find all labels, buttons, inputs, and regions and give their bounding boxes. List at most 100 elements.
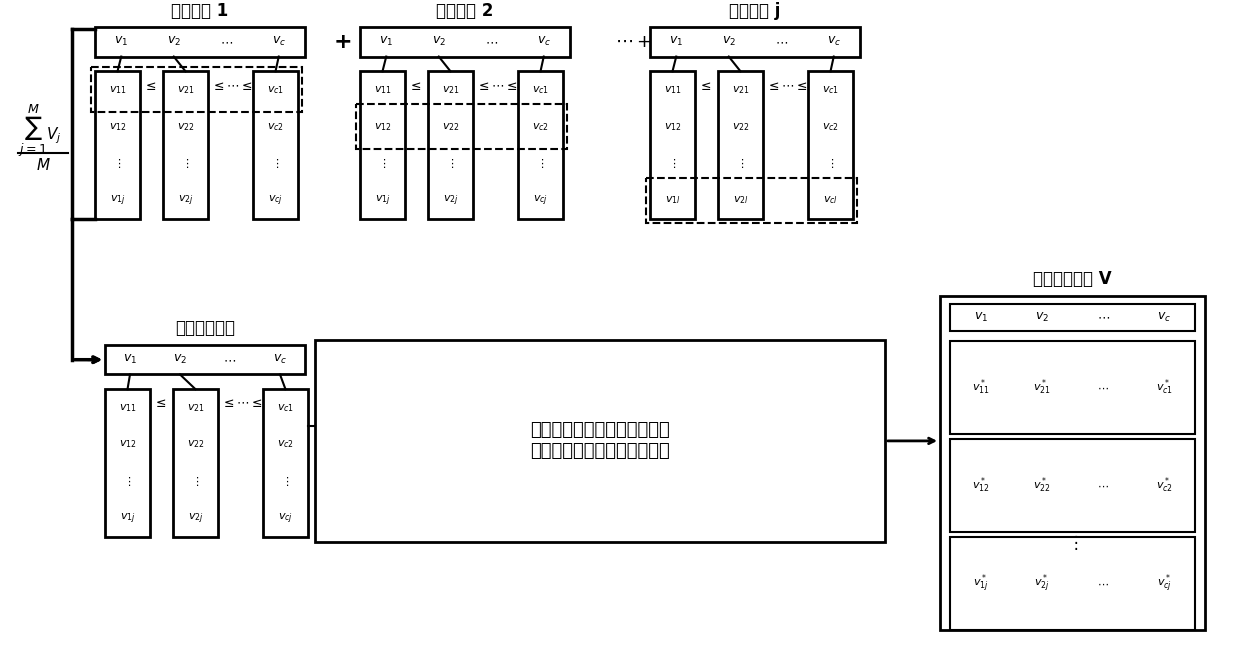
Text: $v_{1j}$: $v_{1j}$ — [374, 193, 391, 208]
Bar — [174, 389, 218, 537]
Text: $\leq\cdots\leq$: $\leq\cdots\leq$ — [221, 398, 263, 411]
Text: $\vdots$: $\vdots$ — [668, 157, 677, 170]
Text: $\vdots$: $\vdots$ — [191, 475, 200, 488]
Text: $V_j$: $V_j$ — [46, 125, 61, 146]
Text: $v_{2j}$: $v_{2j}$ — [443, 193, 459, 208]
Text: $v_{cj}$: $v_{cj}$ — [278, 511, 293, 526]
Text: $v_{2j}^*$: $v_{2j}^*$ — [1034, 573, 1050, 595]
Bar — [950, 304, 1195, 331]
Text: $\vdots$: $\vdots$ — [181, 157, 190, 170]
Text: $v_{21}$: $v_{21}$ — [186, 402, 205, 413]
Text: $v_{11}^*$: $v_{11}^*$ — [972, 378, 990, 398]
Text: $v_1$: $v_1$ — [973, 311, 988, 324]
Bar — [808, 71, 853, 219]
Text: $\vdots$: $\vdots$ — [272, 157, 279, 170]
Text: $v_{12}^*$: $v_{12}^*$ — [972, 476, 990, 496]
Text: $v_2$: $v_2$ — [174, 353, 187, 366]
Bar — [428, 71, 472, 219]
Text: $v_{11}$: $v_{11}$ — [373, 84, 392, 96]
Text: $v_c$: $v_c$ — [273, 353, 286, 366]
Text: $v_{22}$: $v_{22}$ — [187, 439, 205, 451]
Text: $\leq\cdots\leq$: $\leq\cdots\leq$ — [211, 80, 253, 93]
Text: 排列特征 1: 排列特征 1 — [171, 2, 228, 20]
Text: $v_2$: $v_2$ — [1035, 311, 1049, 324]
Text: $v_{c2}^*$: $v_{c2}^*$ — [1156, 476, 1173, 496]
Text: $v_{2l}$: $v_{2l}$ — [733, 195, 748, 206]
Bar — [315, 340, 885, 542]
Text: $\cdots$: $\cdots$ — [1097, 481, 1109, 490]
Text: $v_{12}$: $v_{12}$ — [119, 439, 136, 451]
Text: $\cdots$: $\cdots$ — [775, 35, 787, 48]
Bar — [646, 178, 857, 223]
Text: $v_{cj}$: $v_{cj}$ — [268, 193, 283, 208]
Text: $\vdots$: $\vdots$ — [113, 157, 122, 170]
Text: $v_{c2}$: $v_{c2}$ — [277, 439, 294, 451]
Text: $v_1$: $v_1$ — [123, 353, 138, 366]
Text: $v_{21}$: $v_{21}$ — [176, 84, 195, 96]
Text: $v_2$: $v_2$ — [432, 35, 445, 48]
Text: $\vdots$: $\vdots$ — [1066, 533, 1078, 552]
Text: $v_c$: $v_c$ — [827, 35, 841, 48]
Bar — [718, 71, 763, 219]
Text: $\vdots$: $\vdots$ — [124, 475, 131, 488]
Bar — [940, 296, 1205, 630]
Text: $v_{22}$: $v_{22}$ — [732, 121, 749, 133]
Text: $\cdots$: $\cdots$ — [1097, 383, 1109, 392]
Text: $v_{11}$: $v_{11}$ — [119, 402, 136, 413]
Text: $\sum_{j=1}^{M}$: $\sum_{j=1}^{M}$ — [19, 102, 47, 159]
Text: $\vdots$: $\vdots$ — [446, 157, 455, 170]
Text: $v_{c2}$: $v_{c2}$ — [267, 121, 284, 133]
Text: $v_c$: $v_c$ — [272, 35, 285, 48]
Text: $v_c$: $v_c$ — [1157, 311, 1172, 324]
Text: $v_{12}$: $v_{12}$ — [663, 121, 681, 133]
Text: 将对应特征的聚类中心向量按
参考聚类中心的顺序规则排列: 将对应特征的聚类中心向量按 参考聚类中心的顺序规则排列 — [531, 421, 670, 460]
Text: $v_1$: $v_1$ — [114, 35, 128, 48]
Text: $v_{c2}$: $v_{c2}$ — [532, 121, 549, 133]
Text: $v_{c1}$: $v_{c1}$ — [277, 402, 294, 413]
Text: $v_{1j}$: $v_{1j}$ — [109, 193, 125, 208]
Text: $v_{c1}$: $v_{c1}$ — [822, 84, 839, 96]
Bar — [95, 27, 305, 57]
Text: $v_{1l}$: $v_{1l}$ — [665, 195, 681, 206]
Bar — [356, 104, 567, 149]
Text: 参考聚类中心: 参考聚类中心 — [175, 319, 236, 337]
Text: 排列特征 j: 排列特征 j — [729, 2, 781, 20]
Bar — [650, 71, 694, 219]
Text: $v_1$: $v_1$ — [670, 35, 683, 48]
Bar — [950, 537, 1195, 630]
Text: $v_2$: $v_2$ — [166, 35, 181, 48]
Bar — [360, 27, 570, 57]
Text: $\vdots$: $\vdots$ — [737, 157, 744, 170]
Text: $v_{22}^*$: $v_{22}^*$ — [1033, 476, 1050, 496]
Text: $v_2$: $v_2$ — [722, 35, 735, 48]
Text: $\cdots$: $\cdots$ — [223, 353, 237, 366]
Text: $v_{1j}^*$: $v_{1j}^*$ — [973, 573, 988, 595]
Bar — [950, 341, 1195, 434]
Text: $v_1$: $v_1$ — [379, 35, 393, 48]
Text: $v_{2j}$: $v_{2j}$ — [187, 511, 203, 526]
Text: $\leq\cdots\leq$: $\leq\cdots\leq$ — [766, 80, 807, 93]
Text: $v_{2j}$: $v_{2j}$ — [177, 193, 193, 208]
Bar — [105, 389, 150, 537]
Text: $\vdots$: $\vdots$ — [378, 157, 387, 170]
Text: $\cdots$: $\cdots$ — [219, 35, 233, 48]
Text: $v_{cj}$: $v_{cj}$ — [533, 193, 548, 208]
Text: $v_{21}$: $v_{21}$ — [441, 84, 459, 96]
Text: $\vdots$: $\vdots$ — [281, 475, 290, 488]
Text: $\vdots$: $\vdots$ — [537, 157, 544, 170]
Text: 输出聚类中心 V: 输出聚类中心 V — [1033, 270, 1112, 288]
Text: $v_{21}^*$: $v_{21}^*$ — [1033, 378, 1050, 398]
Text: $v_{11}$: $v_{11}$ — [109, 84, 126, 96]
Text: $v_{12}$: $v_{12}$ — [373, 121, 392, 133]
Text: $M$: $M$ — [36, 157, 51, 173]
Text: $\cdots$: $\cdots$ — [485, 35, 497, 48]
Text: $v_{c1}$: $v_{c1}$ — [267, 84, 284, 96]
Text: $v_{cl}$: $v_{cl}$ — [823, 195, 838, 206]
Bar — [162, 71, 208, 219]
Bar — [263, 389, 308, 537]
Bar — [950, 439, 1195, 532]
Text: $\cdots$: $\cdots$ — [1097, 579, 1109, 589]
Text: $\leq$: $\leq$ — [698, 80, 712, 93]
Text: 排列特征 2: 排列特征 2 — [436, 2, 494, 20]
Text: $\cdots+$: $\cdots+$ — [615, 33, 651, 51]
